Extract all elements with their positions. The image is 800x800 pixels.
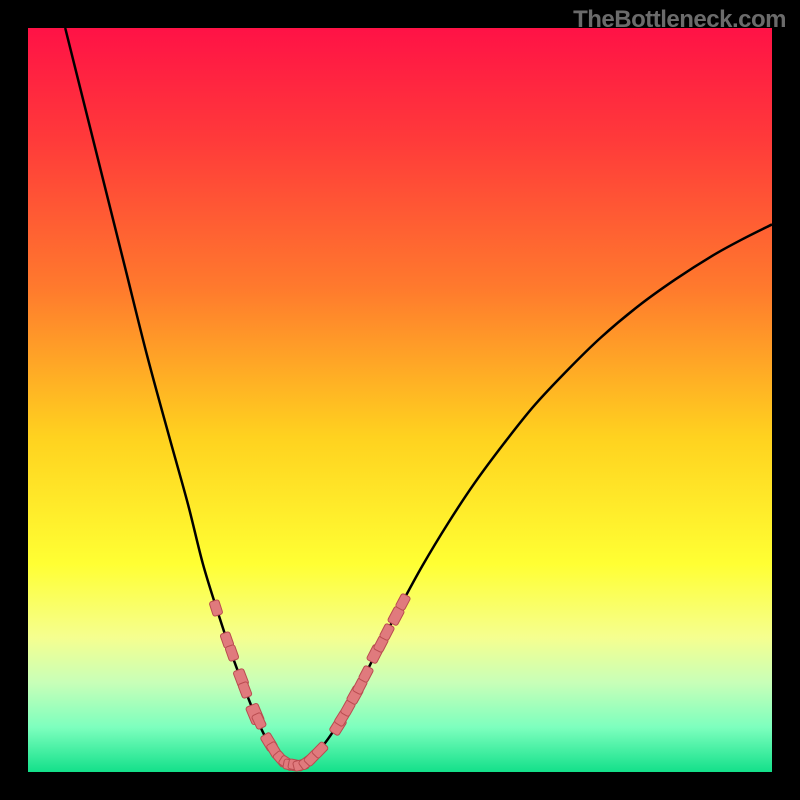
watermark-text: TheBottleneck.com [573, 6, 786, 34]
chart-frame: TheBottleneck.com [0, 0, 800, 800]
curve-layer [28, 28, 772, 772]
bottleneck-curve [65, 28, 772, 766]
plot-area [28, 28, 772, 772]
